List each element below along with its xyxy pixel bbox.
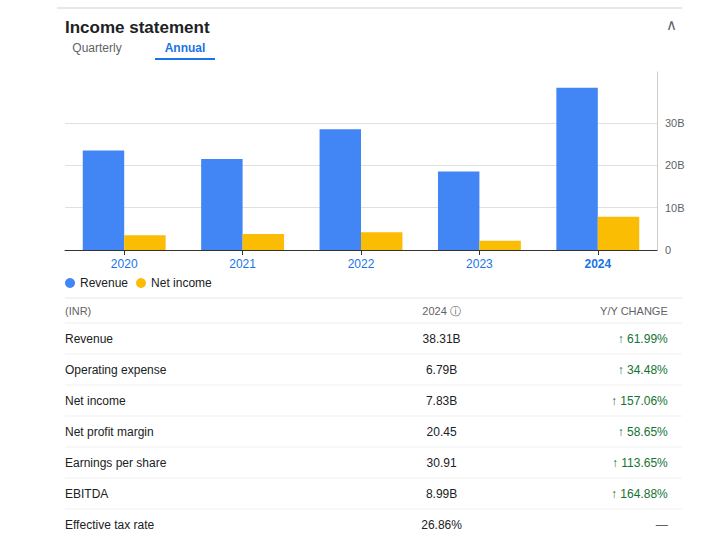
svg-text:20.45: 20.45 <box>427 425 457 439</box>
svg-text:2020: 2020 <box>111 257 138 271</box>
svg-text:Net profit margin: Net profit margin <box>65 425 154 439</box>
svg-text:Quarterly: Quarterly <box>72 41 121 55</box>
svg-text:EBITDA: EBITDA <box>65 487 108 501</box>
svg-text:Earnings per share: Earnings per share <box>65 456 167 470</box>
svg-text:↑ 58.65%: ↑ 58.65% <box>618 425 668 439</box>
svg-text:10B: 10B <box>665 202 685 214</box>
svg-text:2022: 2022 <box>348 257 375 271</box>
svg-text:Revenue: Revenue <box>80 276 128 290</box>
svg-text:↑ 164.88%: ↑ 164.88% <box>611 487 668 501</box>
svg-text:20B: 20B <box>665 159 685 171</box>
svg-text:Y/Y CHANGE: Y/Y CHANGE <box>600 305 668 317</box>
svg-text:Revenue: Revenue <box>65 332 113 346</box>
svg-text:↑ 113.65%: ↑ 113.65% <box>612 456 668 470</box>
svg-text:26.86%: 26.86% <box>421 518 462 532</box>
svg-text:7.83B: 7.83B <box>426 394 457 408</box>
svg-text:∧: ∧ <box>666 16 677 33</box>
svg-text:Annual: Annual <box>165 41 206 55</box>
svg-text:30B: 30B <box>665 117 685 129</box>
svg-text:38.31B: 38.31B <box>423 332 461 346</box>
svg-text:30.91: 30.91 <box>427 456 457 470</box>
svg-text:8.99B: 8.99B <box>426 487 457 501</box>
svg-text:(INR): (INR) <box>65 305 91 317</box>
svg-text:↑ 34.48%: ↑ 34.48% <box>618 363 668 377</box>
svg-text:↑ 61.99%: ↑ 61.99% <box>618 332 668 346</box>
svg-text:2024: 2024 <box>584 257 611 271</box>
svg-text:Net income: Net income <box>65 394 126 408</box>
svg-text:2021: 2021 <box>229 257 256 271</box>
svg-text:Effective tax rate: Effective tax rate <box>65 518 154 532</box>
svg-text:↑ 157.06%: ↑ 157.06% <box>611 394 668 408</box>
svg-text:Operating expense: Operating expense <box>65 363 167 377</box>
svg-text:2023: 2023 <box>466 257 493 271</box>
svg-text:6.79B: 6.79B <box>426 363 457 377</box>
svg-text:Income statement: Income statement <box>65 18 210 37</box>
svg-text:—: — <box>656 518 668 532</box>
svg-text:2024 ⓘ: 2024 ⓘ <box>422 305 461 317</box>
svg-text:0: 0 <box>665 244 671 256</box>
svg-text:Net income: Net income <box>151 276 212 290</box>
